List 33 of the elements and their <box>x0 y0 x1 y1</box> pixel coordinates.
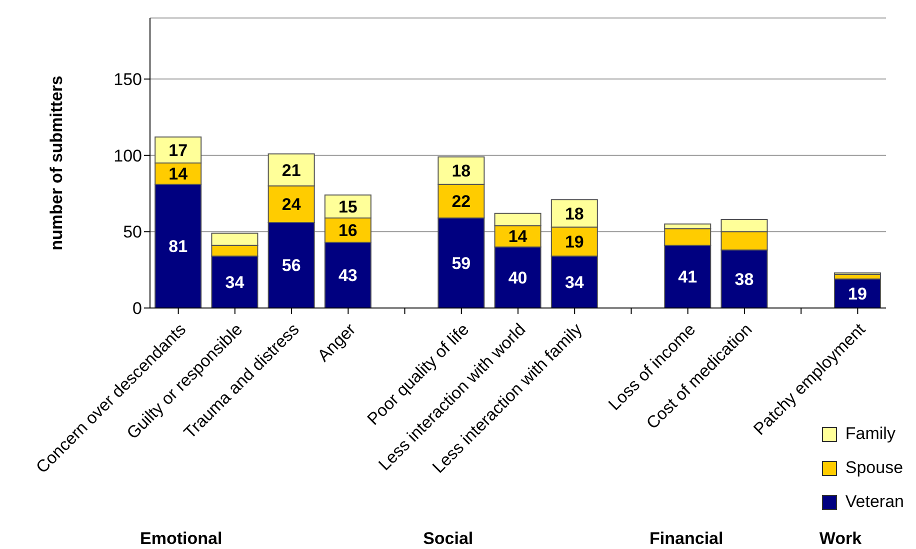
text: Social <box>423 529 474 549</box>
text: Financial <box>650 529 724 549</box>
legend-label: Spouse <box>844 457 904 479</box>
data-label: 34 <box>564 273 584 292</box>
y-axis-title: number of submitters <box>47 76 66 250</box>
data-label: 19 <box>564 232 584 252</box>
y-tick-label: 50 <box>123 222 142 242</box>
data-label: 38 <box>734 270 754 289</box>
data-label: 81 <box>168 237 188 256</box>
legend-label: Veteran <box>844 491 904 513</box>
data-label: 56 <box>282 256 301 276</box>
data-label: 18 <box>564 204 584 224</box>
data-label: 41 <box>678 268 698 287</box>
y-tick-label: 0 <box>132 299 142 318</box>
data-label: 24 <box>282 195 302 214</box>
data-label: 34 <box>225 273 245 292</box>
data-label: 14 <box>168 164 188 184</box>
data-label: 15 <box>338 197 358 216</box>
data-label: 16 <box>338 221 358 240</box>
data-label: 18 <box>452 162 471 181</box>
y-tick-label: 100 <box>114 146 142 166</box>
text: Work <box>819 529 862 549</box>
data-label: 19 <box>848 284 867 304</box>
data-label: 21 <box>282 160 301 180</box>
data-label: 43 <box>338 266 358 286</box>
data-label: 59 <box>452 254 471 273</box>
data-label: 17 <box>168 140 188 160</box>
data-label: 22 <box>452 192 471 212</box>
legend-label: Family <box>844 423 896 445</box>
data-label: 14 <box>508 227 528 246</box>
y-tick-label: 150 <box>114 70 142 90</box>
text: Emotional <box>140 529 222 549</box>
data-label: 40 <box>508 268 528 288</box>
